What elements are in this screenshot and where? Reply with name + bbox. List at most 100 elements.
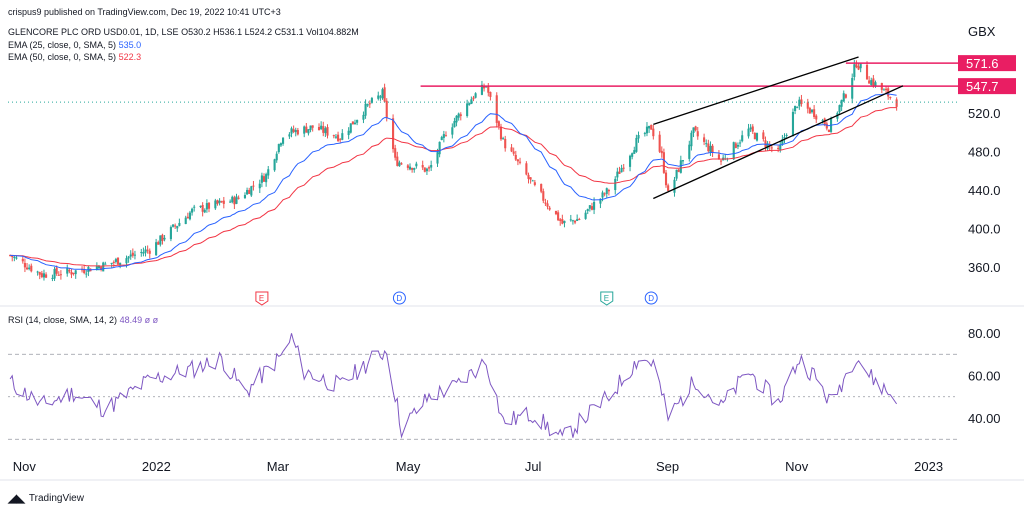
candle-body — [341, 133, 344, 140]
candle-body — [332, 135, 335, 137]
candle-body — [444, 135, 448, 137]
candle-body — [563, 220, 566, 224]
candle-body — [688, 144, 691, 159]
candle-body — [421, 165, 424, 168]
candle-body — [751, 126, 754, 132]
candle-body — [694, 126, 697, 131]
candle-body — [57, 274, 60, 276]
candle-body — [68, 269, 71, 272]
candle-body — [601, 192, 604, 198]
candle-body — [554, 210, 558, 215]
candle-body — [379, 96, 382, 98]
candle-body — [220, 201, 223, 203]
candle-body — [533, 182, 536, 185]
candle-body — [36, 271, 39, 273]
event-marker-label: D — [648, 294, 654, 303]
candle-body — [13, 256, 16, 258]
candle-body — [692, 127, 695, 133]
candle-body — [303, 126, 306, 134]
candle-body — [844, 94, 847, 98]
candle-body — [290, 128, 293, 134]
candle-body — [216, 200, 219, 204]
candle-body — [840, 99, 843, 107]
time-axis-label: Sep — [656, 459, 679, 474]
candle-body — [148, 250, 151, 254]
rsi-label: RSI (14, close, SMA, 14, 2) — [8, 315, 118, 325]
candle-body — [262, 176, 266, 182]
candle-body — [474, 93, 477, 98]
ema25-value: 535.0 — [118, 40, 142, 50]
tradingview-logo-icon: ◢◣ — [8, 493, 25, 505]
rsi-tick-label: 80.00 — [968, 326, 1001, 341]
candle-body — [42, 273, 46, 278]
channel-upper-line — [653, 56, 859, 125]
candle-body — [717, 154, 720, 159]
candle-body — [129, 254, 132, 257]
candle-body — [770, 147, 773, 149]
candle-body — [406, 165, 409, 168]
candle-body — [874, 82, 877, 87]
candle-body — [643, 133, 646, 135]
candle-body — [497, 121, 500, 127]
rsi-legend[interactable]: RSI (14, close, SMA, 14, 2) 48.49 ø ø — [8, 315, 158, 325]
candle-body — [635, 137, 638, 152]
dividend-marker — [392, 291, 406, 305]
candle-body — [677, 169, 680, 172]
candle-body — [865, 64, 869, 80]
candle-body — [28, 267, 31, 269]
candle-body — [307, 129, 310, 134]
candle-body — [127, 256, 130, 259]
candle-body — [326, 126, 329, 136]
candle-body — [571, 220, 574, 222]
candle-body — [415, 163, 418, 167]
candle-body — [851, 78, 854, 99]
candle-body — [777, 147, 780, 149]
candle-body — [396, 156, 399, 166]
tradingview-logo[interactable]: ◢◣ TradingView — [8, 492, 84, 505]
time-axis-label: 2022 — [142, 459, 171, 474]
candle-body — [438, 141, 441, 155]
ema50-label: EMA (50, close, 0, SMA, 5) — [8, 52, 117, 62]
rsi-value: 48.49 ø ø — [119, 315, 159, 325]
candle-body — [427, 167, 431, 169]
candle-body — [85, 273, 88, 275]
candle-body — [514, 154, 517, 160]
candle-body — [237, 197, 240, 199]
candle-body — [218, 200, 221, 203]
candle-body — [779, 144, 782, 151]
candle-body — [652, 128, 655, 137]
candle-body — [309, 125, 312, 130]
candle-body — [356, 119, 359, 123]
publisher-line: crispus9 published on TradingView.com, D… — [8, 7, 281, 17]
candle-body — [110, 262, 113, 265]
candle-body — [169, 227, 172, 240]
candle-body — [457, 113, 460, 118]
candle-body — [459, 114, 462, 117]
price-tick-label: 480.0 — [968, 144, 1001, 159]
candle-body — [502, 138, 505, 140]
symbol-name[interactable]: GLENCORE PLC ORD USD0.01, 1D, LSE — [8, 27, 179, 37]
candle-body — [857, 66, 860, 70]
candle-body — [709, 145, 712, 153]
candle-body — [347, 130, 350, 136]
candle-body — [265, 174, 268, 183]
candle-body — [675, 169, 678, 179]
ema25-legend[interactable]: EMA (25, close, 0, SMA, 5) 535.0 — [8, 40, 141, 50]
candle-body — [660, 150, 663, 154]
candle-body — [470, 99, 473, 105]
ema25-line — [10, 93, 897, 271]
candle-body — [783, 136, 786, 139]
time-axis-label: May — [396, 459, 421, 474]
candle-body — [451, 127, 454, 135]
candle-body — [796, 106, 799, 108]
candle-body — [472, 97, 475, 100]
candle-body — [339, 139, 342, 141]
candle-body — [83, 269, 86, 273]
candle-body — [214, 200, 217, 209]
candle-body — [191, 208, 194, 213]
candle-body — [97, 266, 101, 269]
candle-body — [125, 258, 128, 264]
candle-body — [658, 134, 661, 152]
ema50-legend[interactable]: EMA (50, close, 0, SMA, 5) 522.3 — [8, 52, 141, 62]
